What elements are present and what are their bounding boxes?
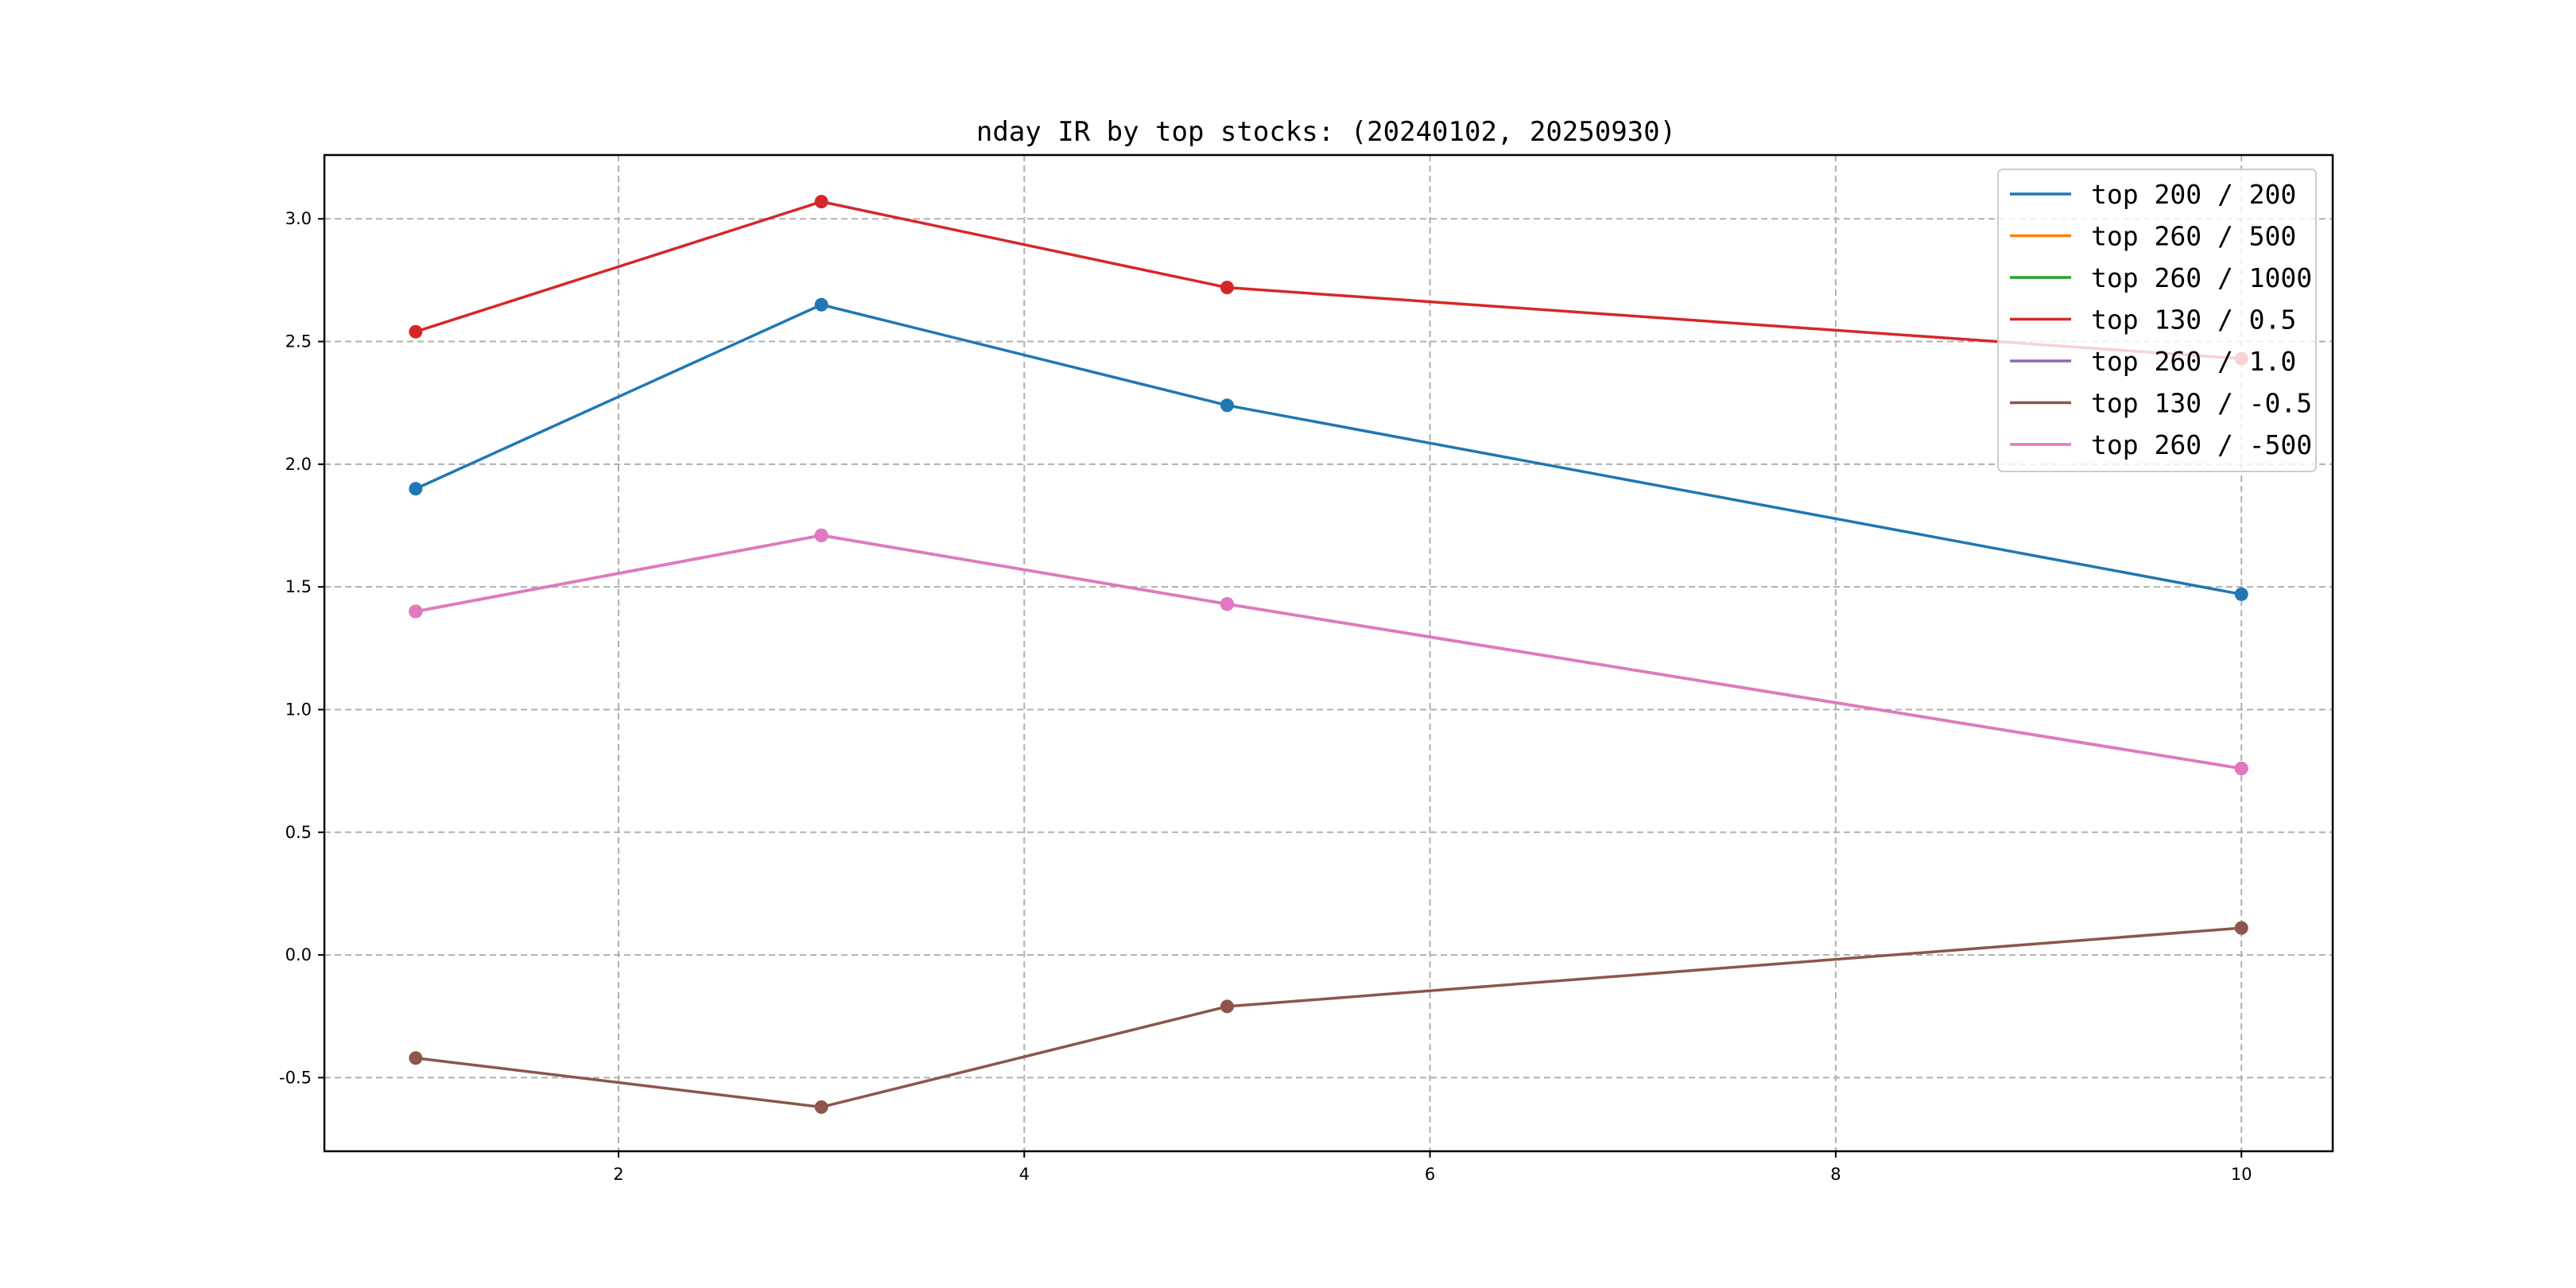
series-4	[409, 195, 2248, 366]
series-7	[409, 528, 2248, 776]
y-tick-label: 2.0	[285, 455, 312, 474]
series-1	[409, 297, 2248, 601]
data-point	[1220, 597, 1234, 611]
legend-label: top 260 / 1.0	[2091, 346, 2296, 377]
series-line	[415, 533, 2242, 770]
x-tick-label: 8	[1830, 1165, 1841, 1184]
legend-label: top 200 / 200	[2091, 179, 2296, 210]
y-tick-label: 0.0	[285, 945, 312, 964]
y-tick-label: 1.5	[285, 577, 312, 596]
series-5	[409, 528, 2248, 776]
x-tick-label: 10	[2231, 1165, 2252, 1184]
legend-label: top 130 / -0.5	[2091, 388, 2312, 419]
data-point	[814, 297, 828, 312]
data-point	[409, 482, 423, 496]
plot-frame	[323, 153, 2334, 1153]
data-point	[409, 604, 423, 619]
data-point	[1220, 398, 1234, 413]
legend-box	[1997, 169, 2317, 472]
y-tick-label: 1.0	[285, 700, 312, 719]
data-point	[1220, 281, 1234, 295]
axis-ticks: 2 4 6 8 10 -0.5 0.0 0.5 1.0 1.5 2.0 2.5 3.0	[279, 209, 2252, 1184]
data-point	[2234, 921, 2248, 935]
y-tick-label: 2.5	[285, 332, 312, 351]
series-3	[409, 528, 2248, 776]
data-point	[814, 528, 828, 542]
data-point	[814, 195, 828, 209]
series-lines	[409, 195, 2248, 1114]
series-line	[415, 533, 2242, 770]
series-line	[415, 200, 2242, 360]
series-line	[415, 303, 2242, 596]
data-point	[2234, 587, 2248, 601]
data-point	[2234, 762, 2248, 776]
legend-label: top 130 / 0.5	[2091, 305, 2296, 336]
series-line	[415, 926, 2242, 1109]
x-tick-label: 2	[613, 1165, 623, 1184]
y-tick-label: 3.0	[285, 209, 312, 228]
x-tick-label: 6	[1425, 1165, 1435, 1184]
data-point	[409, 324, 423, 339]
chart-title: nday IR by top stocks: (20240102, 202509…	[976, 116, 1676, 148]
series-2	[409, 528, 2248, 776]
grid-lines	[324, 155, 2333, 1151]
legend-label: top 260 / -500	[2091, 429, 2312, 460]
y-tick-label: -0.5	[279, 1068, 312, 1087]
x-tick-label: 4	[1019, 1165, 1030, 1184]
y-tick-label: 0.5	[285, 823, 312, 842]
data-point	[1220, 999, 1234, 1014]
data-point	[409, 1051, 423, 1065]
series-6	[409, 921, 2248, 1114]
series-line	[415, 533, 2242, 770]
data-point	[814, 1100, 828, 1114]
legend-label: top 260 / 1000	[2091, 262, 2312, 293]
legend-label: top 260 / 500	[2091, 221, 2296, 252]
series-line	[415, 533, 2242, 770]
legend: top 200 / 200 top 260 / 500 top 260 / 1000…	[1997, 169, 2317, 472]
